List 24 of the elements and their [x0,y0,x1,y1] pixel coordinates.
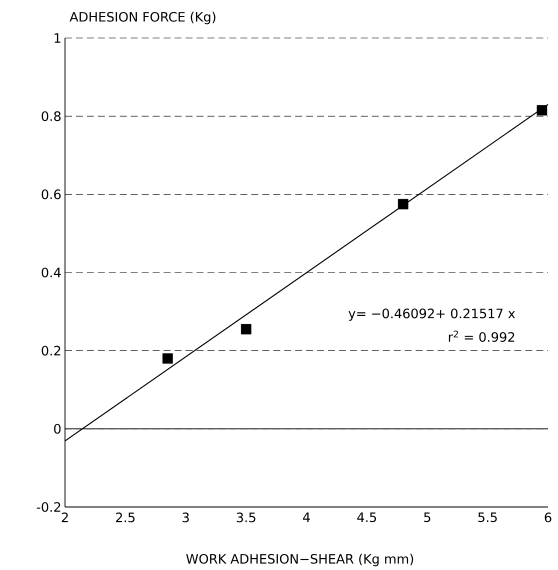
x-tick-label: 3.5 [236,512,256,522]
x-axis-title: WORK ADHESION−SHEAR (Kg mm) [186,554,414,566]
y-tick-label: 0.2 [42,346,60,356]
y-tick-label: 0.4 [42,268,61,278]
annotation: r$^{2}$ = 0.992 [448,330,514,342]
point [162,353,173,364]
point [240,324,252,334]
y-tick-label: 1 [54,33,60,43]
y-axis-title: ADHESION FORCE (Kg) [70,12,216,24]
annotation: y= −0.46092+ 0.21517 x [348,308,516,321]
x-tick-label: 4 [303,512,310,522]
x-tick-label: 6 [544,512,552,522]
point [398,198,408,210]
x-tick-label: 2.5 [116,512,135,522]
x-tick-label: 3 [182,512,189,522]
x-tick-label: 5.5 [478,512,497,522]
point [536,105,548,116]
x-tick-label: 4.5 [357,512,376,522]
y-tick-label: 0.6 [42,189,61,200]
x-tick-label: 5 [424,512,430,522]
y-tick-label: -0.2 [36,502,60,512]
y-tick-label: 0.8 [42,111,61,122]
y-tick-label: 0 [54,424,61,434]
x-tick-label: 2 [62,512,68,522]
